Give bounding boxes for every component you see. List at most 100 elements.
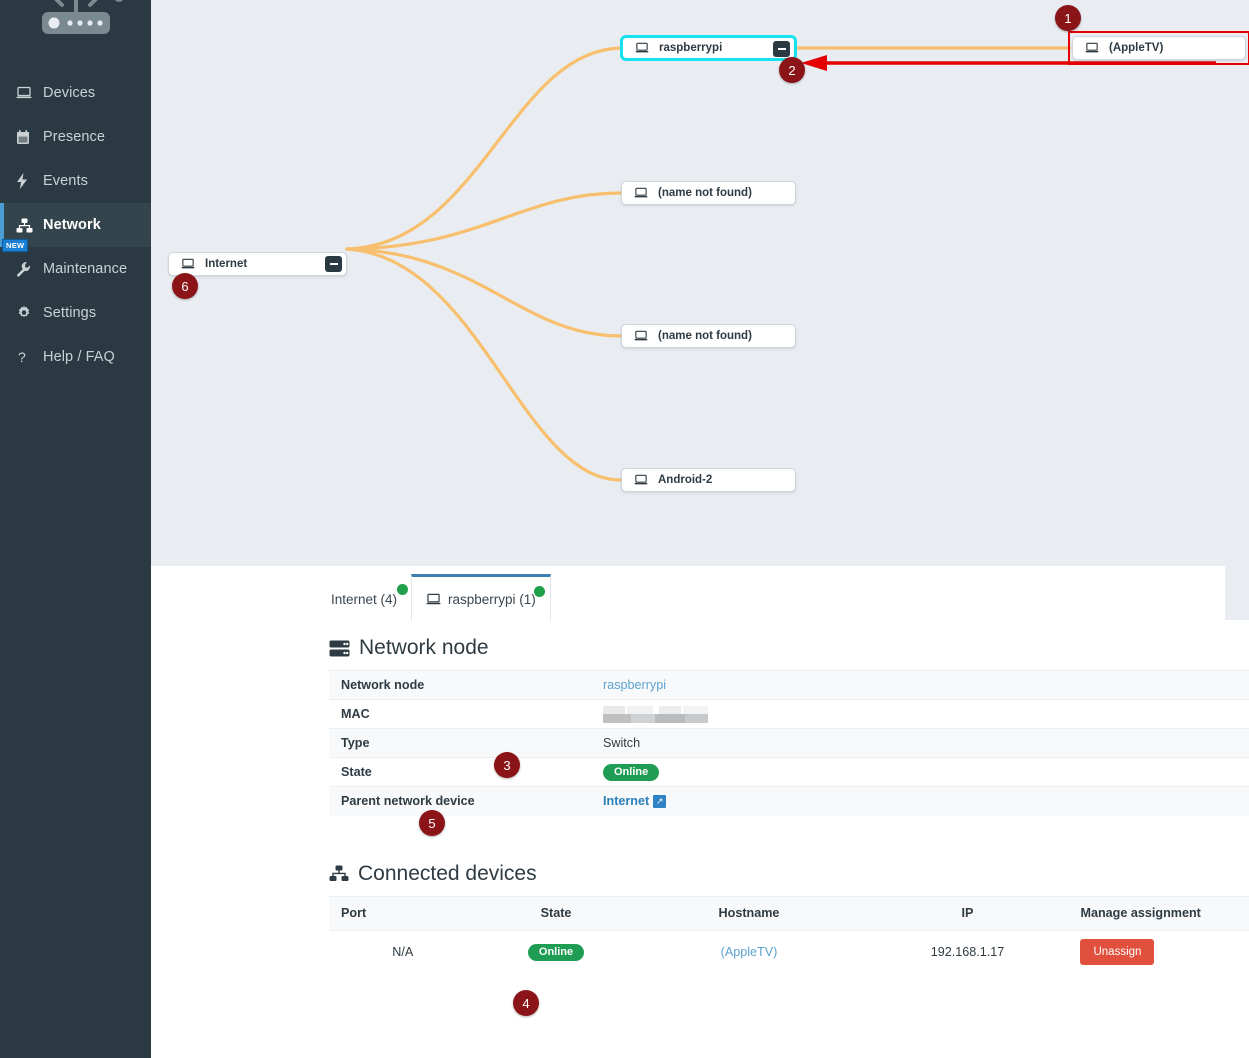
connected-devices-table: Port State Hostname IP Manage assignment… (329, 895, 1249, 975)
external-link-icon[interactable]: ↗ (653, 795, 667, 809)
status-dot-online (397, 584, 409, 595)
sidebar-item-label: Devices (43, 85, 96, 101)
network-node-table: Network node raspberrypi MAC (329, 670, 1249, 816)
topology-node-label: (name not found) (658, 187, 752, 199)
row-key: Parent network device (329, 786, 591, 816)
network-node-heading: Network node (317, 620, 1249, 670)
topology-node-label: (AppleTV) (1109, 42, 1164, 54)
sidebar-item-label: Presence (43, 129, 106, 145)
router-icon (41, 0, 123, 34)
collapse-toggle-internet[interactable] (325, 256, 342, 272)
laptop-icon (16, 86, 40, 100)
status-dot-online (533, 586, 545, 597)
sidebar-item-presence[interactable]: Presence (0, 115, 151, 159)
annotation-badge-2: 2 (779, 57, 805, 83)
sidebar-item-devices[interactable]: Devices (0, 71, 151, 115)
tab-label: raspberrypi (1) (448, 591, 536, 607)
laptop-icon (426, 593, 441, 606)
annotation-badge-3: 3 (494, 752, 520, 778)
section-heading-label: Network node (359, 636, 489, 659)
svg-text:?: ? (18, 349, 26, 365)
sidebar-item-events[interactable]: Events (0, 159, 151, 203)
table-row: Parent network device Internet ↗ (329, 786, 1249, 816)
topology-node-raspberrypi[interactable]: raspberrypi (621, 36, 796, 60)
connected-devices-heading: Connected devices (317, 816, 1249, 896)
tab-label: Internet (4) (331, 591, 398, 607)
sidebar-nav: Devices Presence Events Network (0, 71, 151, 379)
topology-node-unknown-2[interactable]: (name not found) (621, 324, 796, 348)
topology-node-android-2[interactable]: Android-2 (621, 468, 796, 492)
annotation-badge-5: 5 (419, 810, 445, 836)
calendar-icon (16, 129, 40, 145)
annotation-badge-4: 4 (513, 990, 539, 1016)
hostname-link[interactable]: (AppleTV) (720, 945, 778, 960)
table-row: MAC (329, 699, 1249, 729)
annotation-badge-1: 1 (1055, 5, 1081, 31)
topology-node-label: Android-2 (658, 474, 713, 486)
sitemap-icon (16, 218, 40, 233)
sidebar-item-label: Settings (43, 305, 97, 321)
server-rack-icon (329, 639, 350, 658)
cell-ip: 192.168.1.17 (930, 945, 1005, 960)
sidebar-item-label: Help / FAQ (43, 349, 115, 365)
status-badge: Online (603, 763, 660, 781)
column-header-state: State (476, 895, 636, 931)
unassign-button[interactable]: Unassign (1080, 939, 1155, 966)
bolt-icon (16, 173, 40, 189)
topology-node-label: (name not found) (658, 330, 752, 342)
row-value: Internet ↗ (591, 786, 1249, 816)
network-topology-canvas[interactable]: Internet raspberrypi (name not found) (151, 0, 1249, 566)
collapse-toggle-raspberrypi[interactable] (773, 41, 790, 57)
topology-node-label: raspberrypi (659, 42, 723, 54)
row-value: raspberrypi (591, 670, 1249, 700)
new-badge: NEW (2, 239, 29, 252)
topology-node-appletv[interactable]: (AppleTV) (1072, 36, 1246, 60)
sidebar: Devices Presence Events Network (0, 0, 151, 1058)
laptop-icon (634, 187, 648, 199)
sidebar-item-settings[interactable]: Settings (0, 291, 151, 335)
row-key: MAC (329, 699, 591, 729)
table-row: Type Switch (329, 728, 1249, 758)
table-header-row: Port State Hostname IP Manage assignment (329, 895, 1249, 931)
topology-node-internet[interactable]: Internet (168, 252, 347, 276)
column-header-manage-assignment: Manage assignment (1072, 895, 1249, 931)
sidebar-item-label: Network (43, 217, 101, 233)
laptop-icon (635, 42, 649, 54)
sidebar-item-help-faq[interactable]: ? Help / FAQ (0, 335, 151, 379)
row-value: Online (591, 757, 1249, 787)
cell-hostname: (AppleTV) (635, 930, 862, 974)
row-key: Type (329, 728, 591, 758)
topology-node-label: Internet (205, 258, 248, 270)
main-content: Internet raspberrypi (name not found) (151, 0, 1249, 1058)
status-badge: Online (527, 943, 585, 961)
tab-raspberrypi[interactable]: raspberrypi (1) (411, 574, 551, 621)
section-heading-label: Connected devices (358, 861, 537, 885)
parent-device-link[interactable]: Internet (603, 794, 650, 809)
question-icon: ? (16, 349, 40, 365)
node-tabs: Internet (4) raspberrypi (1) (317, 573, 1249, 621)
laptop-icon (1085, 42, 1099, 54)
sitemap-icon (329, 865, 349, 882)
laptop-icon (181, 258, 195, 270)
mac-redacted-value (603, 705, 708, 723)
tab-internet[interactable]: Internet (4) (317, 577, 411, 621)
column-header-hostname: Hostname (635, 895, 863, 931)
annotation-badge-6: 6 (172, 273, 198, 299)
sidebar-item-maintenance[interactable]: NEW Maintenance (0, 239, 151, 291)
topology-node-unknown-1[interactable]: (name not found) (621, 181, 796, 205)
row-key: State (329, 757, 591, 787)
column-header-ip: IP (862, 895, 1073, 931)
row-key: Network node (329, 670, 591, 700)
app-logo[interactable] (0, 0, 151, 62)
cell-manage-assignment: Unassign (1072, 930, 1249, 974)
cell-state: Online (477, 930, 636, 974)
wrench-icon (16, 261, 40, 277)
table-row: N/A Online (AppleTV) 192.168.1.17 Unassi… (329, 930, 1249, 974)
node-detail-panel: Network node Network node raspberrypi MA… (317, 620, 1249, 1058)
network-node-link[interactable]: raspberrypi (603, 678, 666, 692)
table-row: Network node raspberrypi (329, 670, 1249, 700)
table-row: State Online (329, 757, 1249, 787)
sidebar-item-label: Maintenance (43, 261, 128, 277)
column-header-port: Port (329, 895, 477, 931)
